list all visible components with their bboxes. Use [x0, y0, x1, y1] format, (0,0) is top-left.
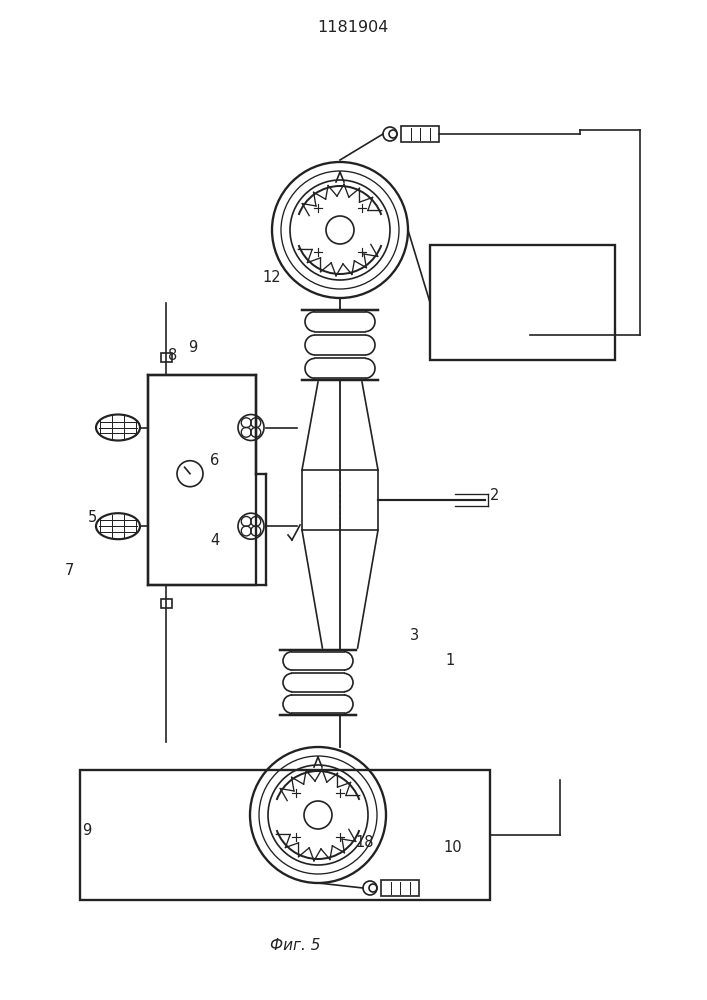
Bar [148, 375, 256, 585]
Text: 12: 12 [262, 270, 281, 285]
Bar [302, 470, 378, 530]
Bar [160, 353, 172, 361]
Text: 9: 9 [82, 823, 91, 838]
Text: 5: 5 [88, 510, 98, 525]
Bar [80, 770, 490, 900]
Text: Фиг. 5: Фиг. 5 [270, 938, 320, 953]
Text: 8: 8 [168, 348, 177, 363]
Bar [430, 245, 615, 360]
Text: 1181904: 1181904 [317, 20, 389, 35]
Text: 2: 2 [490, 488, 499, 503]
Text: 1: 1 [445, 653, 455, 668]
Text: 18: 18 [355, 835, 373, 850]
Text: 9: 9 [188, 340, 197, 355]
Text: 10: 10 [443, 840, 462, 855]
Bar [381, 880, 419, 896]
Text: 3: 3 [410, 628, 419, 643]
Text: 6: 6 [210, 453, 219, 468]
Bar [160, 598, 172, 607]
Bar [401, 126, 439, 142]
Text: 7: 7 [65, 563, 74, 578]
Text: 4: 4 [210, 533, 219, 548]
